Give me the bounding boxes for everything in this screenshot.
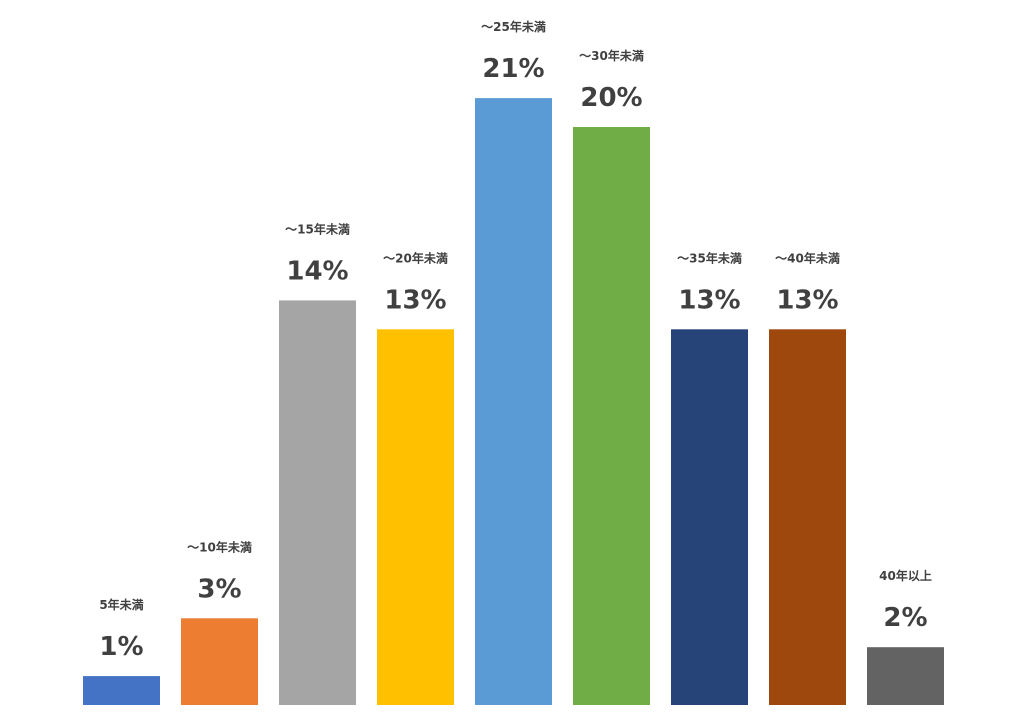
- value-label-2: 3%: [197, 574, 241, 604]
- category-label-8: ～40年未満: [775, 250, 840, 265]
- category-label-7: ～35年未満: [677, 250, 742, 265]
- category-label-3: ～15年未満: [285, 221, 350, 236]
- category-label-2: ～10年未満: [187, 539, 252, 554]
- value-label-6: 20%: [580, 83, 642, 113]
- value-label-5: 21%: [482, 54, 544, 84]
- bar-8: [769, 329, 846, 705]
- category-label-6: ～30年未満: [579, 48, 644, 63]
- plot-area: 1% 5年未満 3% ～10年未満 14% ～15年未満 13% ～20年未満 21% ～25年未…: [83, 19, 944, 706]
- bar-6: [573, 127, 650, 705]
- bar-1: [83, 676, 160, 705]
- category-label-4: ～20年未満: [383, 250, 448, 265]
- value-label-9: 2%: [883, 603, 927, 633]
- bar-7: [671, 329, 748, 705]
- category-label-5: ～25年未満: [481, 19, 546, 34]
- bar-9: [867, 647, 944, 705]
- bar-4: [377, 329, 454, 705]
- value-label-8: 13%: [776, 285, 838, 315]
- value-label-7: 13%: [678, 285, 740, 315]
- bar-2: [181, 618, 258, 705]
- value-label-1: 1%: [99, 632, 143, 662]
- value-label-3: 14%: [286, 256, 348, 286]
- value-label-4: 13%: [384, 285, 446, 315]
- category-label-1: 5年未満: [99, 597, 143, 612]
- bar-3: [279, 300, 356, 705]
- bar-5: [475, 98, 552, 706]
- category-label-9: 40年以上: [879, 568, 932, 583]
